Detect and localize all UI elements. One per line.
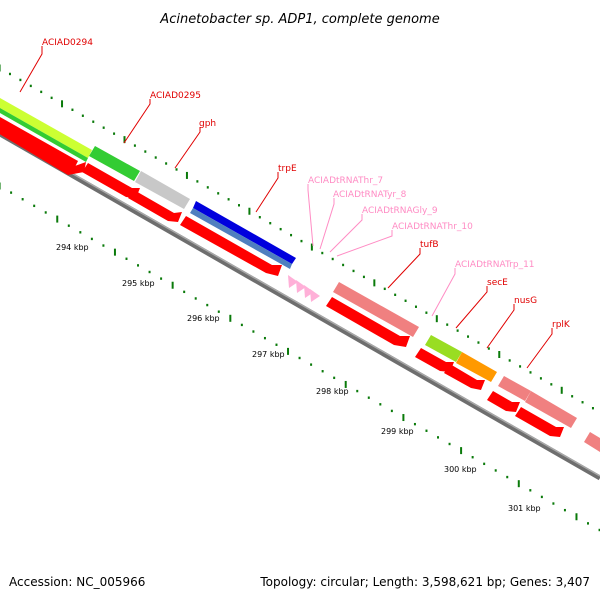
kbp-label-296: 296 kbp <box>187 314 220 323</box>
cds-reverse-8[interactable] <box>487 391 520 412</box>
cds-reverse-1b[interactable] <box>0 126 86 175</box>
topology-text: Topology: circular; Length: 3,598,621 bp… <box>259 575 590 589</box>
feature-tufb[interactable] <box>333 282 419 337</box>
kbp-label-295: 295 kbp <box>122 279 155 288</box>
accession-text: Accession: NC_005966 <box>9 575 145 589</box>
label-tufb: tufB <box>420 240 439 250</box>
feature-aciad0294-band <box>0 108 88 162</box>
leader-lines <box>19 46 553 369</box>
feature-labels: ACIAD0294 ACIAD0295 gph trpE ACIADtRNATh… <box>42 38 571 330</box>
feature-track-forward <box>0 98 600 452</box>
kbp-labels: 294 kbp 295 kbp 296 kbp 297 kbp 298 kbp … <box>56 243 541 513</box>
kbp-label-297: 297 kbp <box>252 350 285 359</box>
kbp-label-299: 299 kbp <box>381 427 414 436</box>
kbp-label-300: 300 kbp <box>444 465 477 474</box>
feature-rplk-b[interactable] <box>525 391 577 428</box>
feature-edge <box>584 432 600 452</box>
trna-arrow-3[interactable] <box>304 285 314 298</box>
feature-aciad0295[interactable] <box>89 146 140 181</box>
tick-marks <box>0 64 600 532</box>
cds-reverse-6[interactable] <box>415 348 454 372</box>
feature-track-reverse <box>0 117 564 437</box>
label-trna-gly-9: ACIADtRNAGly_9 <box>362 206 438 216</box>
feature-sece[interactable] <box>425 335 462 362</box>
label-trna-thr-7: ACIADtRNAThr_7 <box>308 176 383 186</box>
trna-arrow-1[interactable] <box>288 275 298 288</box>
kbp-label-298: 298 kbp <box>316 387 349 396</box>
trna-arrow-4[interactable] <box>310 289 320 302</box>
cds-reverse-1[interactable] <box>0 117 78 169</box>
label-aciad0295: ACIAD0295 <box>150 91 201 101</box>
feature-trpe[interactable] <box>193 201 296 264</box>
feature-aciad0294-top[interactable] <box>0 98 92 158</box>
label-aciad0294: ACIAD0294 <box>42 38 93 48</box>
cds-reverse-5[interactable] <box>326 297 410 347</box>
kbp-label-301: 301 kbp <box>508 504 541 513</box>
cds-reverse-9[interactable] <box>515 407 564 437</box>
label-trna-tyr-8: ACIADtRNATyr_8 <box>333 190 407 200</box>
cds-reverse-2[interactable] <box>82 163 140 198</box>
cds-reverse-3[interactable] <box>128 190 182 222</box>
label-trna-trp-11: ACIADtRNATrp_11 <box>455 260 535 270</box>
label-nusg: nusG <box>514 296 537 306</box>
label-rplk: rplK <box>552 320 571 330</box>
backbone <box>0 131 600 481</box>
kbp-label-294: 294 kbp <box>56 243 89 252</box>
cds-reverse-7[interactable] <box>444 364 485 390</box>
label-trna-thr-10: ACIADtRNAThr_10 <box>392 222 473 232</box>
map-title: Acinetobacter sp. ADP1, complete genome <box>159 12 439 27</box>
cds-reverse-4[interactable] <box>180 216 282 276</box>
label-trpe: trpE <box>278 164 297 174</box>
feature-nusg[interactable] <box>456 352 497 382</box>
feature-rplk-a[interactable] <box>498 376 531 401</box>
feature-gph[interactable] <box>135 171 190 209</box>
label-sece: secE <box>487 278 508 288</box>
trna-arrow-2[interactable] <box>296 280 306 293</box>
label-gph: gph <box>199 119 216 129</box>
feature-trpe-band <box>190 208 292 269</box>
